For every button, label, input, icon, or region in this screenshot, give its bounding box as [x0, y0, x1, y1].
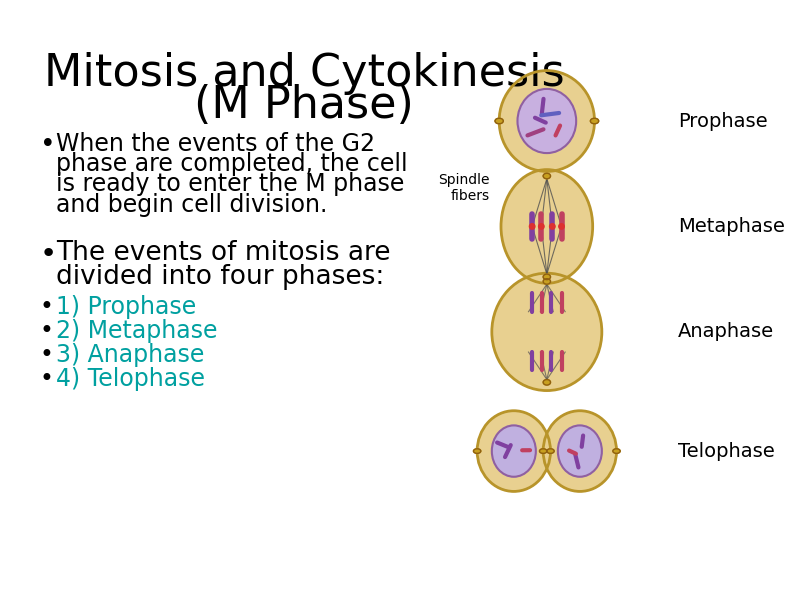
Text: •: • — [40, 367, 54, 391]
Ellipse shape — [547, 449, 554, 453]
Text: •: • — [40, 343, 54, 367]
Ellipse shape — [491, 273, 602, 390]
Text: •: • — [40, 319, 54, 343]
Circle shape — [530, 224, 535, 229]
Text: Anaphase: Anaphase — [678, 322, 774, 342]
Ellipse shape — [591, 118, 599, 124]
Text: Telophase: Telophase — [678, 441, 775, 461]
Circle shape — [559, 224, 565, 229]
Ellipse shape — [473, 449, 481, 453]
Text: 2) Metaphase: 2) Metaphase — [56, 319, 218, 343]
Text: Prophase: Prophase — [678, 111, 768, 130]
Text: divided into four phases:: divided into four phases: — [56, 264, 384, 290]
Ellipse shape — [518, 89, 576, 153]
Circle shape — [538, 224, 544, 229]
Ellipse shape — [501, 170, 592, 283]
Ellipse shape — [613, 449, 620, 453]
Ellipse shape — [543, 380, 550, 385]
Text: 4) Telophase: 4) Telophase — [56, 367, 206, 391]
Ellipse shape — [543, 274, 550, 280]
Text: •: • — [40, 240, 57, 268]
Ellipse shape — [491, 425, 536, 477]
Text: and begin cell division.: and begin cell division. — [56, 193, 328, 217]
Ellipse shape — [543, 411, 616, 491]
Text: Metaphase: Metaphase — [678, 217, 784, 236]
Ellipse shape — [477, 411, 550, 491]
Ellipse shape — [558, 425, 602, 477]
Text: phase are completed, the cell: phase are completed, the cell — [56, 152, 408, 176]
Text: 3) Anaphase: 3) Anaphase — [56, 343, 205, 367]
Ellipse shape — [543, 173, 550, 178]
Text: 1) Prophase: 1) Prophase — [56, 295, 197, 319]
Ellipse shape — [543, 278, 550, 284]
Ellipse shape — [539, 449, 547, 453]
Text: •: • — [40, 132, 56, 158]
Text: is ready to enter the M phase: is ready to enter the M phase — [56, 173, 405, 196]
Text: (M Phase): (M Phase) — [194, 84, 414, 127]
Ellipse shape — [495, 118, 503, 124]
Ellipse shape — [499, 71, 595, 171]
Circle shape — [549, 224, 555, 229]
Text: •: • — [40, 295, 54, 319]
Text: When the events of the G2: When the events of the G2 — [56, 132, 376, 156]
Text: Mitosis and Cytokinesis: Mitosis and Cytokinesis — [44, 52, 565, 95]
Text: Spindle
fibers: Spindle fibers — [438, 173, 490, 203]
Text: The events of mitosis are: The events of mitosis are — [56, 240, 391, 266]
